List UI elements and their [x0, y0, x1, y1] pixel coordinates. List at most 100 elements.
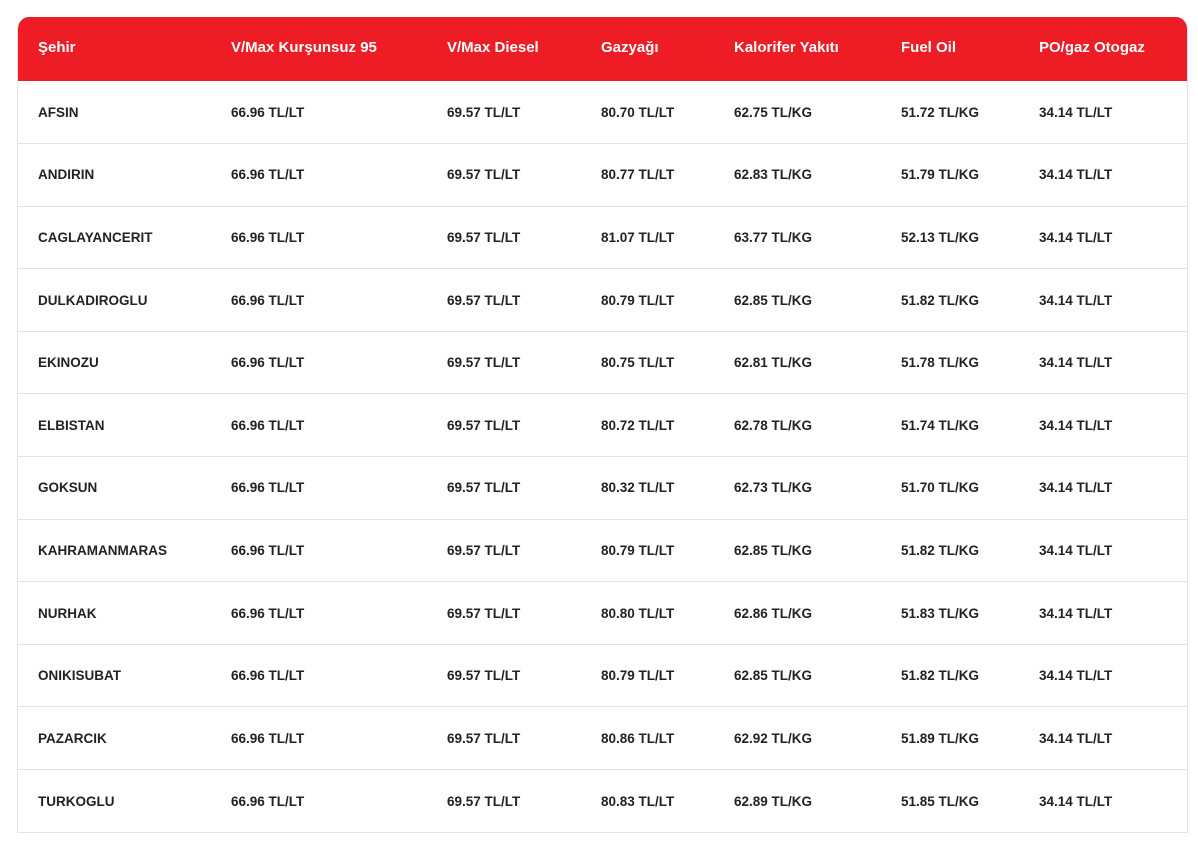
cell-gazyagi: 80.77 TL/LT — [601, 143, 734, 207]
cell-kalorifer-yakiti: 62.78 TL/KG — [734, 393, 901, 457]
cell-fuel-oil: 51.74 TL/KG — [901, 393, 1039, 457]
cell-fuel-oil: 51.83 TL/KG — [901, 581, 1039, 645]
cell-kalorifer-yakiti: 62.75 TL/KG — [734, 104, 813, 120]
cell-gazyagi: 80.79 TL/LT — [601, 643, 734, 707]
cell-fuel-oil: 51.89 TL/KG — [901, 706, 1039, 770]
cell-gazyagi: 80.75 TL/LT — [601, 330, 734, 394]
cell-po-gaz-otogaz: 34.14 TL/LT — [1039, 581, 1187, 645]
cell-vmax-kursunsuz-95: 66.96 TL/LT — [231, 581, 447, 645]
cell-gazyagi: 80.80 TL/LT — [601, 581, 734, 645]
cell-vmax-diesel: 69.57 TL/LT — [447, 706, 601, 770]
header-vmax-diesel: V/Max Diesel — [447, 39, 539, 56]
header-gazyagi: Gazyağı — [601, 39, 659, 56]
cell-po-gaz-otogaz: 34.14 TL/LT — [1039, 706, 1187, 770]
cell-fuel-oil: 51.82 TL/KG — [901, 643, 1039, 707]
cell-po-gaz-otogaz: 34.14 TL/LT — [1039, 393, 1187, 457]
cell-city: ELBISTAN — [18, 393, 231, 457]
cell-kalorifer-yakiti: 62.85 TL/KG — [734, 518, 901, 582]
table-row: KAHRAMANMARAS 66.96 TL/LT 69.57 TL/LT 80.79… — [18, 518, 1187, 582]
cell-kalorifer-yakiti: 62.92 TL/KG — [734, 706, 901, 770]
cell-city: ONIKISUBAT — [18, 643, 231, 707]
cell-fuel-oil: 51.82 TL/KG — [901, 268, 1039, 332]
cell-vmax-kursunsuz-95: 66.96 TL/LT — [231, 643, 447, 707]
header-kalorifer-yakiti: Kalorifer Yakıtı — [734, 39, 839, 56]
cell-city: CAGLAYANCERIT — [18, 205, 231, 269]
cell-gazyagi: 80.72 TL/LT — [601, 393, 734, 457]
cell-city: DULKADIROGLU — [18, 268, 231, 332]
cell-vmax-kursunsuz-95: 66.96 TL/LT — [231, 769, 447, 833]
cell-po-gaz-otogaz: 34.14 TL/LT — [1039, 104, 1113, 120]
cell-city: GOKSUN — [18, 456, 231, 520]
cell-po-gaz-otogaz: 34.14 TL/LT — [1039, 518, 1187, 582]
cell-vmax-diesel: 69.57 TL/LT — [447, 330, 601, 394]
cell-po-gaz-otogaz: 34.14 TL/LT — [1039, 143, 1187, 207]
header-po-gaz-otogaz: PO/gaz Otogaz — [1039, 39, 1145, 56]
fuel-price-table-container: Şehir V/Max Kurşunsuz 95 V/Max Diesel Gazya… — [17, 17, 1188, 834]
cell-city: KAHRAMANMARAS — [18, 518, 231, 582]
cell-city: ANDIRIN — [18, 143, 231, 207]
cell-gazyagi: 80.32 TL/LT — [601, 456, 734, 520]
cell-kalorifer-yakiti: 62.89 TL/KG — [734, 769, 901, 833]
cell-gazyagi: 80.86 TL/LT — [601, 706, 734, 770]
table-row: CAGLAYANCERIT 66.96 TL/LT 69.57 TL/LT 81.07… — [18, 205, 1187, 269]
table-row: NURHAK 66.96 TL/LT 69.57 TL/LT 80.80 TL/LT 6… — [18, 581, 1187, 645]
cell-vmax-diesel: 69.57 TL/LT — [447, 456, 601, 520]
cell-vmax-kursunsuz-95: 66.96 TL/LT — [231, 143, 447, 207]
cell-vmax-diesel: 69.57 TL/LT — [447, 518, 601, 582]
cell-vmax-kursunsuz-95: 66.96 TL/LT — [231, 268, 447, 332]
cell-gazyagi: 81.07 TL/LT — [601, 205, 734, 269]
cell-vmax-diesel: 69.57 TL/LT — [447, 769, 601, 833]
cell-po-gaz-otogaz: 34.14 TL/LT — [1039, 268, 1187, 332]
cell-city: AFSIN — [38, 104, 79, 120]
cell-city: NURHAK — [18, 581, 231, 645]
table-row: DULKADIROGLU 66.96 TL/LT 69.57 TL/LT 80.79 … — [18, 268, 1187, 332]
table-row: ANDIRIN 66.96 TL/LT 69.57 TL/LT 80.77 TL/LT… — [18, 143, 1187, 207]
table-row: EKINOZU 66.96 TL/LT 69.57 TL/LT 80.75 TL/LT… — [18, 330, 1187, 394]
table-body: AFSIN 66.96 TL/LT 69.57 TL/LT 80.70 TL/LT 62… — [18, 81, 1187, 833]
cell-vmax-kursunsuz-95: 66.96 TL/LT — [231, 330, 447, 394]
cell-vmax-kursunsuz-95: 66.96 TL/LT — [231, 205, 447, 269]
cell-vmax-diesel: 69.57 TL/LT — [447, 104, 521, 120]
cell-gazyagi: 80.79 TL/LT — [601, 518, 734, 582]
cell-gazyagi: 80.70 TL/LT — [601, 104, 675, 120]
cell-vmax-diesel: 69.57 TL/LT — [447, 205, 601, 269]
cell-vmax-kursunsuz-95: 66.96 TL/LT — [231, 518, 447, 582]
cell-kalorifer-yakiti: 62.73 TL/KG — [734, 456, 901, 520]
cell-vmax-diesel: 69.57 TL/LT — [447, 143, 601, 207]
cell-kalorifer-yakiti: 62.83 TL/KG — [734, 143, 901, 207]
cell-fuel-oil: 51.82 TL/KG — [901, 518, 1039, 582]
cell-vmax-diesel: 69.57 TL/LT — [447, 268, 601, 332]
header-fuel-oil: Fuel Oil — [901, 39, 957, 56]
cell-fuel-oil: 51.85 TL/KG — [901, 769, 1039, 833]
cell-vmax-diesel: 69.57 TL/LT — [447, 643, 601, 707]
cell-po-gaz-otogaz: 34.14 TL/LT — [1039, 205, 1187, 269]
cell-gazyagi: 80.79 TL/LT — [601, 268, 734, 332]
cell-vmax-kursunsuz-95: 66.96 TL/LT — [231, 706, 447, 770]
cell-fuel-oil: 51.72 TL/KG — [901, 104, 980, 120]
cell-vmax-kursunsuz-95: 66.96 TL/LT — [231, 456, 447, 520]
table-header: Şehir V/Max Kurşunsuz 95 V/Max Diesel Gazya… — [18, 17, 1187, 81]
header-row: Şehir V/Max Kurşunsuz 95 V/Max Diesel Gazya… — [18, 17, 1187, 81]
cell-fuel-oil: 51.78 TL/KG — [901, 330, 1039, 394]
fuel-price-table: Şehir V/Max Kurşunsuz 95 V/Max Diesel Gazya… — [18, 17, 1187, 833]
cell-kalorifer-yakiti: 62.86 TL/KG — [734, 581, 901, 645]
cell-po-gaz-otogaz: 34.14 TL/LT — [1039, 456, 1187, 520]
cell-vmax-kursunsuz-95: 66.96 TL/LT — [231, 104, 305, 120]
table-row: ELBISTAN 66.96 TL/LT 69.57 TL/LT 80.72 TL/L… — [18, 393, 1187, 457]
cell-po-gaz-otogaz: 34.14 TL/LT — [1039, 769, 1187, 833]
cell-kalorifer-yakiti: 62.85 TL/KG — [734, 268, 901, 332]
cell-fuel-oil: 51.70 TL/KG — [901, 456, 1039, 520]
cell-po-gaz-otogaz: 34.14 TL/LT — [1039, 330, 1187, 394]
table-row: GOKSUN 66.96 TL/LT 69.57 TL/LT 80.32 TL/LT 6… — [18, 456, 1187, 520]
table-row: PAZARCIK 66.96 TL/LT 69.57 TL/LT 80.86 TL/L… — [18, 706, 1187, 770]
cell-city: PAZARCIK — [18, 706, 231, 770]
header-city: Şehir — [38, 39, 76, 56]
cell-vmax-diesel: 69.57 TL/LT — [447, 581, 601, 645]
cell-city: EKINOZU — [18, 330, 231, 394]
cell-vmax-diesel: 69.57 TL/LT — [447, 393, 601, 457]
table-row: TURKOGLU 66.96 TL/LT 69.57 TL/LT 80.83 TL/L… — [18, 769, 1187, 833]
cell-po-gaz-otogaz: 34.14 TL/LT — [1039, 643, 1187, 707]
cell-kalorifer-yakiti: 62.85 TL/KG — [734, 643, 901, 707]
cell-fuel-oil: 52.13 TL/KG — [901, 205, 1039, 269]
cell-gazyagi: 80.83 TL/LT — [601, 769, 734, 833]
